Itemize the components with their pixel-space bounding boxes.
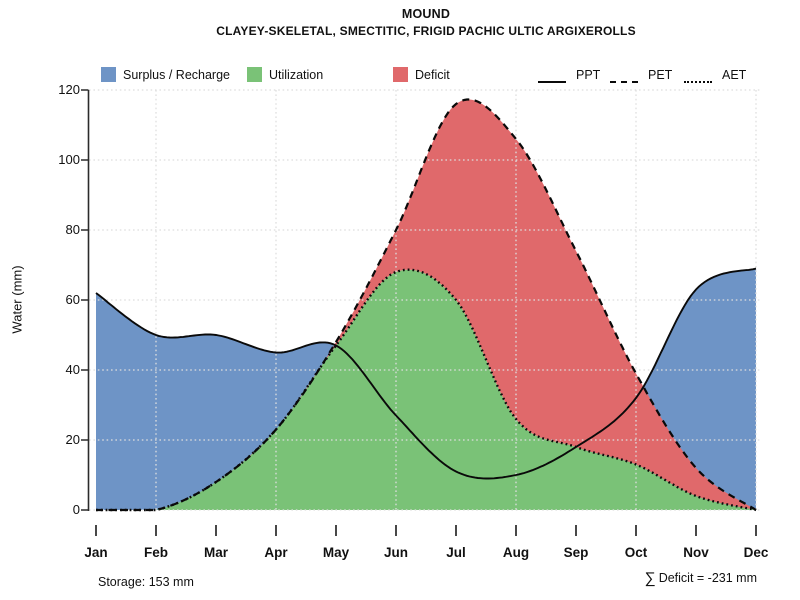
legend-label-aet: AET [722, 68, 747, 82]
x-tick-label: Jun [383, 545, 408, 560]
x-tick-marks [95, 525, 757, 536]
utilization-area [96, 269, 756, 510]
legend-label-utilization: Utilization [269, 68, 324, 82]
sum-deficit-annotation: ∑ Deficit = -231 mm [645, 570, 757, 588]
legend-label-deficit: Deficit [415, 68, 450, 82]
y-tick-label: 40 [65, 362, 80, 377]
x-tick-label: Sep [563, 545, 589, 560]
y-axis-title: Water (mm) [9, 265, 25, 334]
legend-label-pet: PET [648, 68, 673, 82]
dotted-line-icon [684, 81, 712, 83]
x-tick-label: Mar [203, 545, 228, 560]
legend-label-ppt: PPT [576, 68, 601, 82]
solid-line-icon [538, 81, 566, 83]
x-tick-label: Oct [624, 545, 648, 560]
y-axis-line [81, 89, 90, 511]
y-axis [81, 89, 90, 511]
y-tick-label: 80 [65, 222, 80, 237]
legend-label-surplus: Surplus / Recharge [123, 68, 231, 82]
x-tick-label: Aug [502, 545, 530, 560]
pet-curve [96, 98, 757, 512]
x-tick-label: Jan [84, 545, 108, 560]
y-tick-label: 60 [65, 292, 80, 307]
y-tick-label: 0 [72, 502, 80, 517]
sigma-icon: ∑ [644, 570, 656, 587]
dashed-line-icon [610, 81, 638, 83]
ppt-curve [95, 267, 757, 480]
x-tick-label: Nov [683, 545, 709, 560]
deficit-area [96, 99, 756, 510]
surplus-swatch-icon [101, 67, 116, 82]
utilization-swatch-icon [247, 67, 262, 82]
page-subtitle: CLAYEY-SKELETAL, SMECTITIC, FRIGID PACHI… [216, 24, 636, 38]
x-tick-label: Dec [743, 545, 769, 560]
sum-deficit-text: Deficit = -231 mm [658, 571, 757, 585]
x-tick-label: May [322, 545, 350, 560]
storage-annotation: Storage: 153 mm [98, 575, 194, 589]
x-tick-label: Jul [446, 545, 466, 560]
page-title: MOUND [401, 7, 451, 21]
deficit-swatch-icon [393, 67, 408, 82]
y-tick-label: 20 [65, 432, 80, 447]
y-tick-label: 100 [58, 152, 80, 167]
y-tick-label: 120 [58, 82, 80, 97]
x-tick-label: Feb [143, 545, 168, 560]
x-axis-ticks [95, 525, 757, 536]
x-tick-label: Apr [264, 545, 288, 560]
